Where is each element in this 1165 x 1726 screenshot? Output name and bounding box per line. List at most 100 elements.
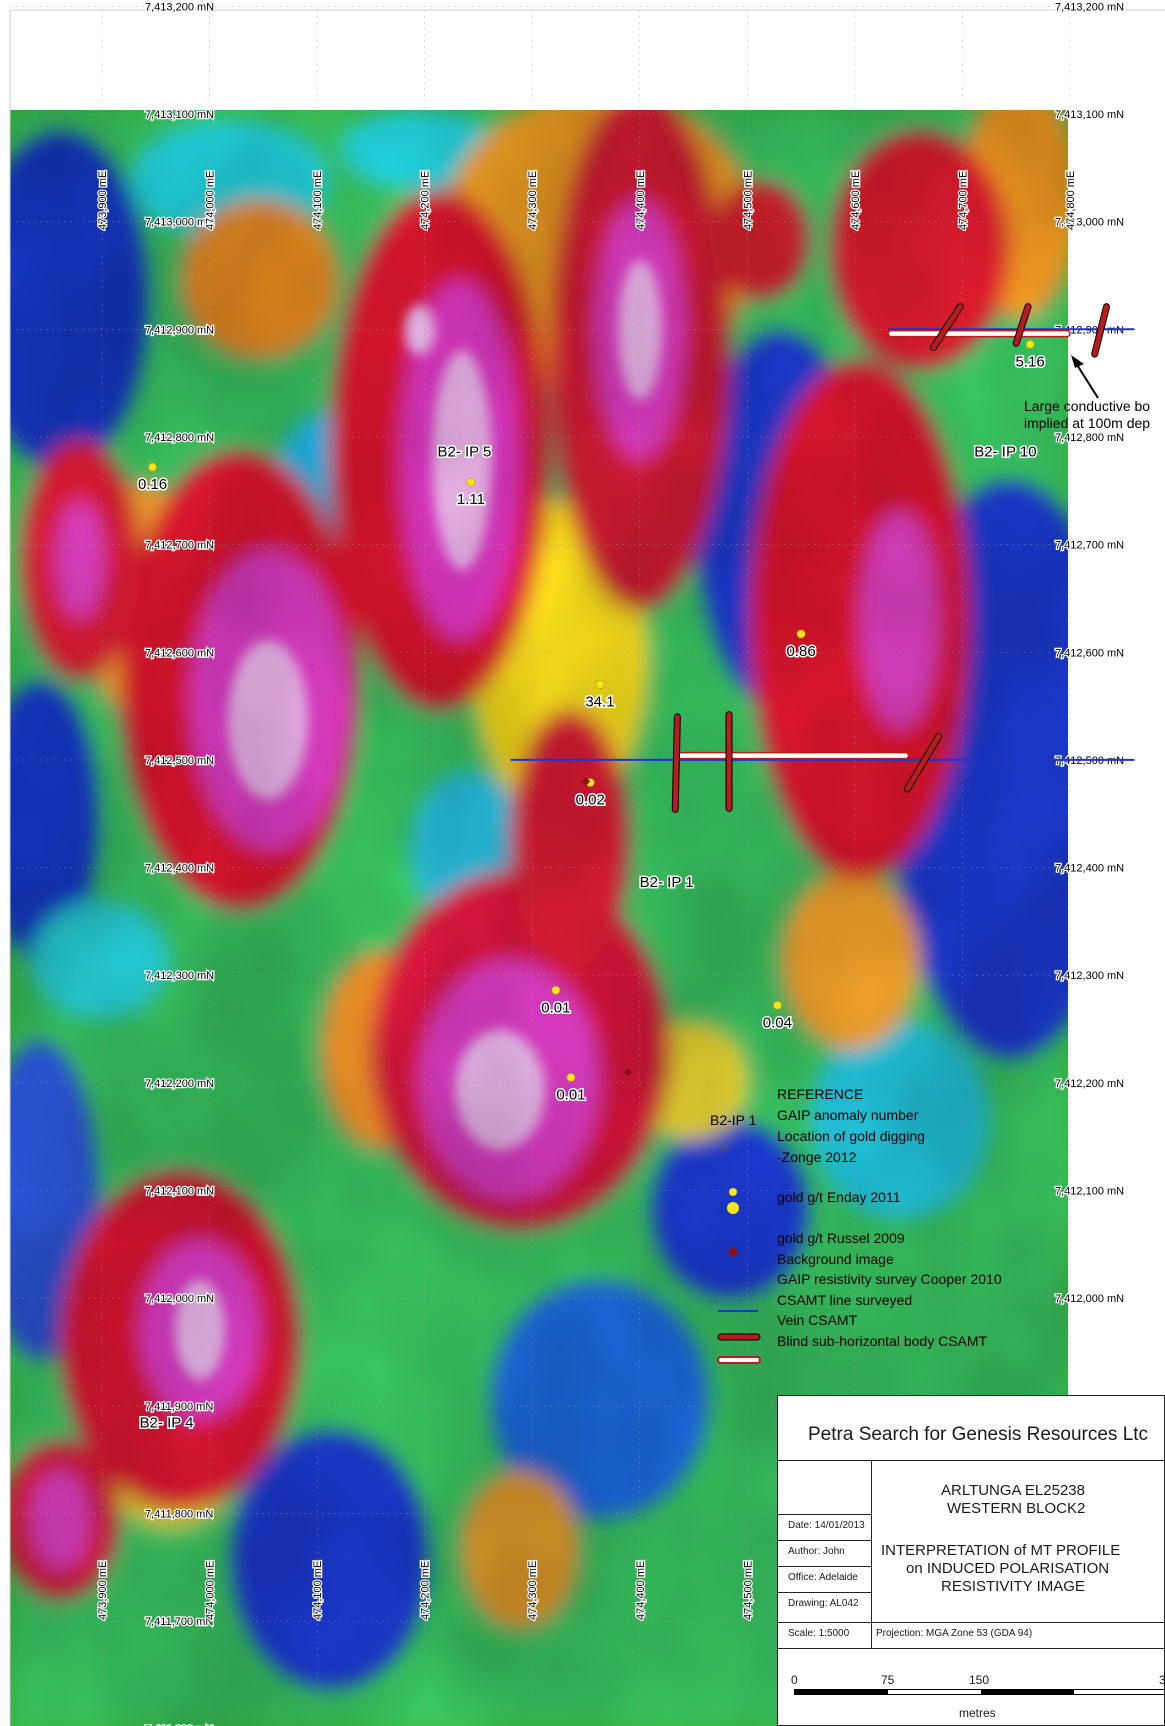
- legend-item: Blind sub-horizontal body CSAMT: [777, 1333, 988, 1349]
- title-block: Petra Search for Genesis Resources Ltc A…: [777, 1395, 1165, 1726]
- legend-item: Background image: [777, 1251, 894, 1267]
- northing-label: 7,412,700 mN: [1055, 540, 1124, 552]
- vein: [930, 304, 963, 351]
- legend-russel-gold-icon: [727, 1202, 739, 1214]
- blind-body: [887, 329, 1071, 338]
- scale: Scale: 1:5000: [788, 1628, 850, 1639]
- legend-item: gold g/t Enday 2011: [777, 1189, 901, 1205]
- northing-label: 7,413,100 mN: [145, 109, 214, 121]
- easting-label-top: 474,600 mE: [850, 171, 862, 230]
- easting-label-bottom: 473,900 mE: [97, 1561, 109, 1620]
- legend-item: Location of gold digging: [777, 1128, 925, 1144]
- vein: [1013, 304, 1031, 346]
- date: Date: 14/01/2013: [788, 1520, 865, 1531]
- author: Author: John: [788, 1546, 845, 1557]
- legend-item: Vein CSAMT: [777, 1312, 858, 1328]
- legend-item: -Zonge 2012: [777, 1149, 857, 1165]
- easting-label-top: 474,400 mE: [635, 171, 647, 230]
- legend-body-icon: [717, 1356, 761, 1364]
- gold-sample-value: 0.02: [576, 792, 605, 809]
- company-name: Petra Search for Genesis Resources Ltc: [808, 1424, 1149, 1445]
- anomaly-label: B2- IP 4: [140, 1414, 194, 1431]
- northing-label: 7,412,200 mN: [145, 1078, 214, 1090]
- easting-label-bottom: 474,400 mE: [635, 1561, 647, 1620]
- gold-sample-marker: [1025, 340, 1035, 349]
- legend-item: CSAMT line surveyed: [777, 1292, 912, 1308]
- vein: [1092, 304, 1110, 357]
- scale-tick-end: 3: [1159, 1673, 1165, 1687]
- annotation-arrow: [1071, 355, 1099, 399]
- legend-anomaly-label: B2-IP 1: [710, 1112, 757, 1128]
- easting-label-bottom: 474,500 mE: [742, 1561, 754, 1620]
- easting-label-bottom: 474,000 mE: [205, 1561, 217, 1620]
- gold-sample-marker: [551, 985, 561, 995]
- gold-sample-value: 0.04: [763, 1014, 792, 1031]
- easting-label-top: 473,900 mE: [97, 171, 109, 230]
- northing-label: 7,412,800 mN: [1055, 432, 1124, 444]
- gold-sample-marker: [148, 462, 157, 472]
- veins: [671, 303, 1111, 813]
- northing-label: 7,412,000 mN: [145, 1293, 214, 1305]
- easting-label-top: 474,100 mE: [312, 171, 324, 230]
- easting-label-top: 474,300 mE: [527, 171, 539, 230]
- anomaly-label: B2- IP 10: [974, 443, 1036, 460]
- easting-label-top: 474,700 mE: [957, 171, 969, 230]
- legend-item: GAIP anomaly number: [777, 1107, 919, 1123]
- easting-label-bottom: 474,100 mE: [312, 1561, 324, 1620]
- gold-sample-value: 0.16: [138, 476, 167, 493]
- northing-label: 7,412,000 mN: [1055, 1293, 1124, 1305]
- scale-bar: [794, 1689, 1165, 1695]
- blind-body: [674, 751, 910, 760]
- legend-russel-icon: [727, 1246, 739, 1258]
- northing-label: 7,412,100 mN: [145, 1186, 214, 1198]
- anomaly-label: B2- IP 1: [640, 874, 694, 891]
- annotation-line2: implied at 100m dep: [1024, 415, 1150, 431]
- gold-sample-value: 34.1: [585, 694, 614, 711]
- anomaly-label: B2- IP 5: [437, 443, 491, 460]
- digging-marker: [623, 1067, 633, 1077]
- easting-label-top: 474,000 mE: [205, 171, 217, 230]
- gold-sample-value: 0.01: [541, 999, 570, 1016]
- gold-sample-marker: [773, 1001, 782, 1010]
- northing-label: 7,411,700 mN: [145, 1616, 213, 1628]
- gold-sample-marker: [466, 477, 476, 487]
- northing-label: 7,412,100 mN: [1055, 1186, 1124, 1198]
- northing-label: 7,411,800 mN: [145, 1508, 213, 1520]
- northing-label: 7,412,300 mN: [1055, 970, 1124, 982]
- drawing: Drawing: AL042: [788, 1598, 859, 1609]
- legend: REFERENCE B2-IP 1 GAIP anomaly number Lo…: [710, 1086, 1002, 1364]
- gold-sample-value: 0.01: [556, 1086, 585, 1103]
- easting-label-bottom: 474,200 mE: [420, 1561, 432, 1620]
- easting-label-top: 474,800 mE: [1065, 171, 1077, 230]
- easting-label-top: 474,200 mE: [420, 171, 432, 230]
- northing-label: 7,412,600 mN: [145, 647, 214, 659]
- northing-label: 7,412,700 mN: [145, 540, 214, 552]
- legend-item: GAIP resistivity survey Cooper 2010: [777, 1271, 1002, 1287]
- digging-marker: [581, 777, 591, 786]
- gold-samples: 0.16 1.11 0.86 34.1 0.02 0.01 0.04 0.01 5.16: [136, 340, 1046, 1105]
- northing-label: 7,413,000 mN: [1055, 217, 1124, 229]
- office: Office: Adelaide: [788, 1572, 858, 1583]
- anomaly-labels: B2- IP 5 B2- IP 10 B2- IP 1 B2- IP 4: [138, 442, 1038, 1433]
- northing-label: 7,412,800 mN: [145, 432, 214, 444]
- vein: [672, 714, 680, 812]
- northing-label: 7,412,400 mN: [1055, 863, 1124, 875]
- scale-tick-75: 75: [881, 1673, 895, 1687]
- desc-line2: on INDUCED POLARISATION: [906, 1560, 1110, 1577]
- legend-item: gold g/t Russel 2009: [777, 1230, 905, 1246]
- gold-sample-value: 5.16: [1016, 353, 1045, 370]
- northing-label: 7,412,600 mN: [1055, 647, 1124, 659]
- gold-sample-value: 1.11: [457, 491, 485, 508]
- desc-line1: INTERPRETATION of MT PROFILE: [881, 1542, 1121, 1559]
- gold-sample-marker: [566, 1073, 576, 1082]
- annotation-line1: Large conductive bo: [1024, 398, 1150, 414]
- northing-label: 7,412,400 mN: [145, 863, 214, 875]
- legend-digging-icon: [719, 1143, 729, 1153]
- projection: Projection: MGA Zone 53 (GDA 94): [876, 1628, 1033, 1639]
- scale-tick-150: 150: [969, 1673, 990, 1687]
- legend-enday-icon: [729, 1188, 737, 1196]
- desc-line3: RESISTIVITY IMAGE: [941, 1578, 1085, 1595]
- easting-label-top: 474,500 mE: [742, 171, 754, 230]
- northing-label: 7,412,900 mN: [145, 324, 214, 336]
- project-line1: ARLTUNGA EL25238: [941, 1482, 1085, 1499]
